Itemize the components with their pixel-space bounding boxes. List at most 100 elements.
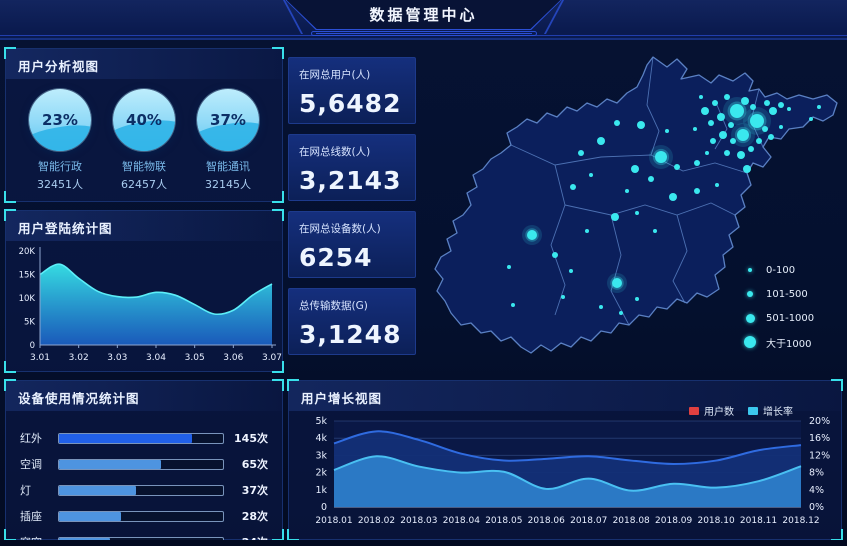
- dot-icon: [744, 336, 756, 348]
- device-bar-fill: [59, 433, 192, 443]
- device-bar-row: 红外 145次: [20, 425, 268, 451]
- gauge-group: 23% 智能行政 32451人 40% 智能物联 62457人 37% 智能通讯 32145人: [6, 79, 282, 192]
- corner-accent: [4, 47, 16, 59]
- map-legend: 0-100 101-500 501-1000 大于1000: [742, 258, 847, 354]
- stat-card-3: 在网总设备数(人) 6254: [288, 211, 416, 278]
- map-legend-item: 大于1000: [742, 330, 847, 354]
- corner-accent: [272, 361, 284, 373]
- device-bar-value: 65次: [241, 458, 268, 471]
- device-bar-fill: [59, 485, 137, 495]
- svg-text:3k: 3k: [315, 450, 327, 461]
- stat-label: 总传输数据(G): [299, 300, 368, 312]
- svg-text:3.05: 3.05: [185, 353, 205, 363]
- svg-text:5K: 5K: [24, 318, 35, 328]
- svg-text:0: 0: [30, 341, 35, 351]
- stat-value: 3,1248: [299, 320, 402, 349]
- map-legend-label: 501-1000: [766, 312, 815, 324]
- svg-text:2k: 2k: [315, 468, 327, 479]
- svg-text:0: 0: [321, 502, 327, 513]
- panel-title-device-usage: 设备使用情况统计图: [6, 381, 282, 411]
- stat-card-4: 总传输数据(G) 3,1248: [288, 288, 416, 355]
- gauge-1: 23% 智能行政 32451人: [21, 89, 99, 192]
- corner-accent: [4, 379, 16, 391]
- gauge-label: 智能通讯: [206, 160, 250, 173]
- device-bar-fill: [59, 511, 122, 521]
- gauge-2: 40% 智能物联 62457人: [105, 89, 183, 192]
- device-bar-track: [58, 484, 224, 496]
- stat-card-2: 在网总线数(人) 3,2143: [288, 134, 416, 201]
- map-legend-label: 101-500: [766, 288, 808, 300]
- stat-value: 3,2143: [299, 166, 402, 195]
- gauge-percent: 40%: [126, 111, 162, 129]
- corner-accent: [287, 379, 299, 391]
- device-bar-track: [58, 510, 224, 522]
- growth-area-chart: 0 0% 1k 4% 2k 8% 3k 12% 4k 16% 5k 20% 2018.01 2018.02…: [315, 416, 830, 526]
- panel-user-growth: 用户增长视图 用户数 增长率 0 0% 1k 4% 2k 8% 3k 12% 4k 16% 5k 20%…: [287, 379, 843, 541]
- device-bar-chart: 红外145次空调65次灯37次插座28次窗帘24次: [6, 411, 282, 546]
- header-ornament: [310, 31, 537, 36]
- svg-text:16%: 16%: [809, 433, 830, 444]
- gauge-label: 智能行政: [38, 160, 82, 173]
- svg-text:2018.01: 2018.01: [315, 516, 352, 526]
- header-bar: 数据管理中心: [0, 0, 847, 40]
- map-legend-item: 501-1000: [742, 306, 847, 330]
- gauge-label: 智能物联: [122, 160, 166, 173]
- footer-strip: [0, 540, 847, 546]
- corner-accent: [831, 379, 843, 391]
- svg-text:3.04: 3.04: [146, 353, 166, 363]
- gauge-count: 32145人: [205, 178, 251, 191]
- svg-text:2018.04: 2018.04: [443, 516, 480, 526]
- device-bar-row: 空调 65次: [20, 451, 268, 477]
- device-bar-value: 37次: [241, 484, 268, 497]
- dot-icon: [748, 268, 752, 272]
- map-legend-label: 大于1000: [766, 338, 812, 350]
- svg-text:2018.08: 2018.08: [613, 516, 650, 526]
- device-bar-fill: [59, 459, 161, 469]
- device-bar-row: 插座 28次: [20, 503, 268, 529]
- legend-label: 增长率: [763, 407, 793, 418]
- svg-text:2018.03: 2018.03: [400, 516, 437, 526]
- stat-value: 6254: [299, 243, 373, 272]
- svg-text:3.01: 3.01: [30, 353, 50, 363]
- stat-label: 在网总线数(人): [299, 146, 371, 158]
- region-map: [415, 45, 847, 380]
- svg-text:8%: 8%: [809, 468, 824, 479]
- legend-item-增长率[interactable]: 增长率: [748, 403, 793, 418]
- svg-text:2018.06: 2018.06: [528, 516, 565, 526]
- svg-text:3.06: 3.06: [223, 353, 243, 363]
- device-bar-label: 空调: [20, 458, 42, 471]
- corner-accent: [272, 191, 284, 203]
- map-svg: [434, 56, 838, 354]
- svg-text:20%: 20%: [809, 416, 830, 427]
- corner-accent: [4, 361, 16, 373]
- dot-icon: [745, 313, 755, 323]
- panel-device-usage: 设备使用情况统计图 红外145次空调65次灯37次插座28次窗帘24次: [4, 379, 284, 546]
- device-bar-track: [58, 432, 224, 444]
- map-legend-dot-icon: [742, 336, 758, 348]
- device-bar-label: 红外: [20, 432, 42, 445]
- svg-text:2018.09: 2018.09: [655, 516, 692, 526]
- map-legend-dot-icon: [742, 268, 758, 272]
- gauge-count: 62457人: [121, 178, 167, 191]
- svg-text:2018.05: 2018.05: [485, 516, 522, 526]
- device-bar-value: 28次: [241, 510, 268, 523]
- device-bar-value: 145次: [234, 432, 268, 445]
- gauge-circle: 37%: [197, 89, 259, 151]
- login-area-chart: 0 5K 10K 15K 20K 3.01 3.02 3.03 3.04 3.05 3.06 3.07: [19, 247, 282, 363]
- stat-label: 在网总用户(人): [299, 69, 371, 81]
- device-bar-row: 灯 37次: [20, 477, 268, 503]
- legend-item-用户数[interactable]: 用户数: [689, 403, 734, 418]
- panel-title-login-stats: 用户登陆统计图: [6, 211, 282, 241]
- panel-login-stats: 用户登陆统计图 0 5K 10K 15K 20K 3.01 3.02 3.03 3.04 3.05…: [4, 209, 284, 373]
- svg-text:5k: 5k: [315, 416, 327, 427]
- gauge-circle: 23%: [29, 89, 91, 151]
- svg-text:3.02: 3.02: [69, 353, 89, 363]
- header-title-frame: 数据管理中心: [285, 0, 562, 30]
- gauge-circle: 40%: [113, 89, 175, 151]
- svg-text:10K: 10K: [19, 294, 36, 304]
- corner-accent: [4, 209, 16, 221]
- svg-text:3.07: 3.07: [262, 353, 282, 363]
- legend-swatch-icon: [748, 406, 758, 415]
- panel-title-user-growth: 用户增长视图: [289, 381, 841, 411]
- svg-text:2018.02: 2018.02: [358, 516, 395, 526]
